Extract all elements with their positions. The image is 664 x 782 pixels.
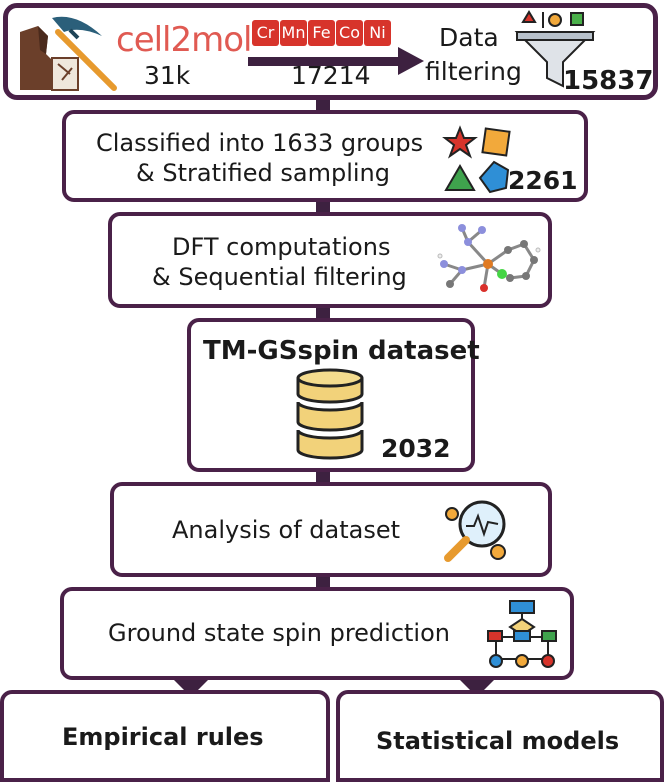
mining-pickaxe-icon	[20, 16, 117, 91]
element-co: Co	[336, 20, 363, 46]
source-name: cell2mol	[116, 20, 253, 60]
dft-line1: DFT computations	[172, 233, 391, 261]
stage-classification: Classified into 1633 groups & Stratified…	[62, 110, 588, 202]
source-count: 31k	[144, 61, 191, 90]
dft-line2: & Sequential filtering	[152, 263, 407, 291]
stage-prediction: Ground state spin prediction	[60, 587, 574, 680]
connector-1-2	[316, 97, 330, 113]
classification-line1: Classified into 1633 groups	[96, 129, 424, 157]
element-count: 17214	[291, 61, 371, 90]
dataset-title: TM-GSspin dataset	[203, 336, 480, 366]
stage-data-source: cell2mol 31k Cr Mn Fe Co Ni 17214 Data f…	[3, 3, 658, 100]
right-arrow-icon	[248, 47, 424, 75]
funnel-filter-icon	[514, 10, 596, 88]
empirical-rules-label: Empirical rules	[62, 723, 264, 751]
statistical-models-label: Statistical models	[376, 727, 620, 755]
magnifier-analysis-icon	[444, 500, 506, 562]
sampling-count: 2261	[508, 166, 578, 195]
prediction-label: Ground state spin prediction	[108, 619, 450, 647]
stage-dft: DFT computations & Sequential filtering	[108, 212, 552, 308]
filter-label-line1: Data	[439, 23, 499, 52]
classification-line2: & Stratified sampling	[136, 159, 390, 187]
shapes-icon	[442, 125, 511, 194]
analysis-label: Analysis of dataset	[172, 516, 401, 544]
element-fe: Fe	[308, 20, 335, 46]
molecule-icon	[437, 224, 541, 292]
database-icon	[296, 368, 364, 460]
output-statistical-models: Statistical models	[336, 690, 664, 782]
filter-label-line2: filtering	[425, 57, 522, 86]
element-cr: Cr	[252, 20, 279, 46]
connector-3-4	[316, 305, 330, 321]
stage-dataset: TM-GSspin dataset 2032	[187, 318, 480, 472]
element-mn: Mn	[280, 20, 307, 46]
dataset-count: 2032	[381, 434, 451, 463]
output-empirical-rules: Empirical rules	[0, 690, 330, 782]
connector-4-5	[316, 469, 330, 485]
connector-2-3	[316, 199, 330, 215]
filter-count: 15837	[563, 66, 654, 96]
stage-analysis: Analysis of dataset	[110, 482, 552, 577]
element-ni: Ni	[364, 20, 391, 46]
connector-5-6	[316, 574, 330, 590]
flowchart-icon	[487, 600, 557, 668]
